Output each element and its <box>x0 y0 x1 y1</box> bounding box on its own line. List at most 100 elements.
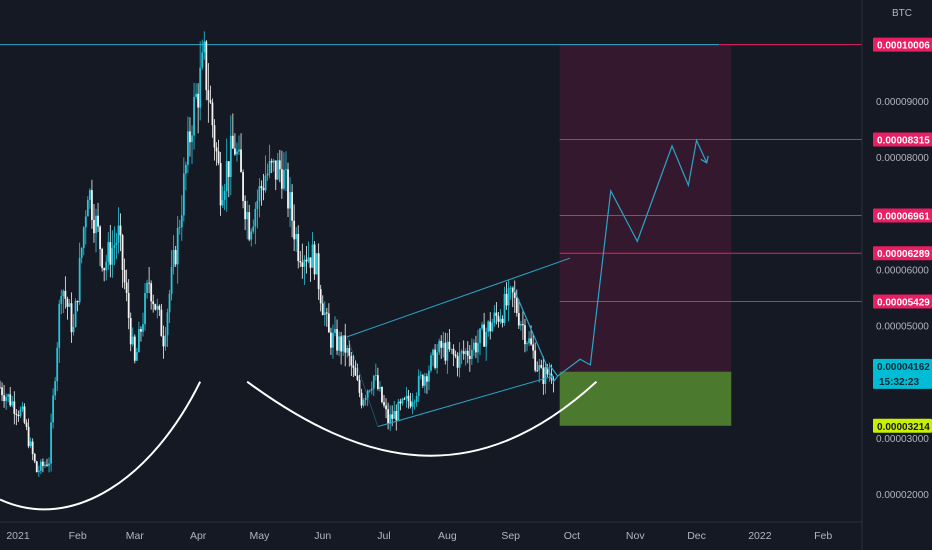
candle-body <box>391 414 394 419</box>
candle-body <box>291 192 293 221</box>
candle-body <box>413 401 416 403</box>
candle-body <box>466 350 469 356</box>
candle-body <box>207 90 210 101</box>
candle-body <box>3 395 5 402</box>
candle-body <box>105 261 108 271</box>
candle-body <box>244 200 247 220</box>
candle-body <box>362 399 365 406</box>
x-tick-label: 2022 <box>748 530 772 542</box>
level-price-label-bg <box>873 37 932 52</box>
candle-body <box>131 336 134 345</box>
candle-body <box>142 324 144 332</box>
candle-body <box>399 401 402 404</box>
candle-body <box>330 332 332 348</box>
candle-body <box>315 253 318 275</box>
candle-body <box>11 401 14 406</box>
candle-body <box>268 160 271 174</box>
stop-zone <box>559 371 732 426</box>
candle-body <box>256 200 259 209</box>
candle-body <box>95 215 97 234</box>
candle-body <box>497 315 500 322</box>
candle-body <box>348 348 351 356</box>
candle-body <box>5 396 8 402</box>
candle-body <box>93 219 95 234</box>
candle-body <box>379 387 381 389</box>
time-axis[interactable]: 2021 Feb Mar Apr May Jun Jul Aug Sep Oct Nov Dec 202… <box>6 530 832 542</box>
candle-body <box>503 293 506 323</box>
candle-body <box>481 324 483 329</box>
candle-body <box>168 293 171 313</box>
candle-body <box>201 52 204 68</box>
candle-body <box>240 149 242 173</box>
candle-body <box>385 405 387 410</box>
candlestick-series <box>0 31 555 477</box>
candle-body <box>187 131 189 165</box>
candle-body <box>342 335 345 352</box>
candle-body <box>354 367 357 376</box>
candle-body <box>160 309 163 337</box>
candle-body <box>415 395 418 402</box>
candle-body <box>182 173 185 216</box>
candle-body <box>501 318 504 323</box>
candle-body <box>532 344 535 351</box>
candle-body <box>454 354 457 357</box>
candle-body <box>309 257 312 268</box>
candle-body <box>252 226 255 232</box>
candle-body <box>436 352 439 368</box>
candle-body <box>542 367 545 384</box>
candle-body <box>446 341 449 361</box>
candle-body <box>170 266 173 294</box>
y-tick-label: 0.00006000 <box>876 265 929 276</box>
level-price-label: 0.00006289 <box>877 249 930 260</box>
candle-body <box>242 172 244 201</box>
candle-body <box>517 312 520 326</box>
candle-body <box>260 186 263 189</box>
candle-body <box>489 321 492 332</box>
candle-body <box>44 464 46 466</box>
candle-body <box>227 161 230 177</box>
x-tick-label: Aug <box>438 530 457 542</box>
candle-body <box>248 212 251 240</box>
candle-body <box>97 215 99 227</box>
candle-body <box>174 249 177 265</box>
candle-body <box>80 247 83 258</box>
candle-body <box>84 216 87 228</box>
candle-body <box>524 325 526 345</box>
candle-body <box>41 461 44 466</box>
target-zone <box>559 44 732 372</box>
candle-body <box>197 93 200 108</box>
candle-body <box>229 135 232 177</box>
candle-body <box>140 329 142 332</box>
candle-body <box>191 135 193 143</box>
candle-body <box>7 394 10 397</box>
candle-body <box>364 397 367 400</box>
candle-body <box>119 225 122 236</box>
candle-body <box>238 149 240 152</box>
candle-body <box>321 303 324 315</box>
channel-left-edge <box>346 336 379 427</box>
candle-body <box>180 215 183 228</box>
candle-body <box>205 41 208 91</box>
candle-body <box>307 257 310 262</box>
candle-body <box>430 355 432 371</box>
candle-body <box>101 249 104 269</box>
candle-body <box>272 160 275 163</box>
candle-body <box>513 292 516 298</box>
drawings <box>0 138 709 511</box>
candle-body <box>426 376 428 382</box>
candle-body <box>479 328 481 344</box>
candle-body <box>507 288 510 306</box>
candle-body <box>452 348 455 355</box>
candle-body <box>135 352 138 361</box>
candle-body <box>421 375 424 386</box>
candle-body <box>72 326 75 333</box>
candle-body <box>109 242 112 265</box>
candle-body <box>64 290 67 299</box>
candle-body <box>152 301 155 305</box>
price-axis[interactable]: 0.00009000 0.00008000 0.00006000 0.00005000… <box>876 97 929 501</box>
y-tick-label: 0.00008000 <box>876 153 929 164</box>
candle-body <box>262 188 265 191</box>
cup-arc <box>246 380 598 457</box>
